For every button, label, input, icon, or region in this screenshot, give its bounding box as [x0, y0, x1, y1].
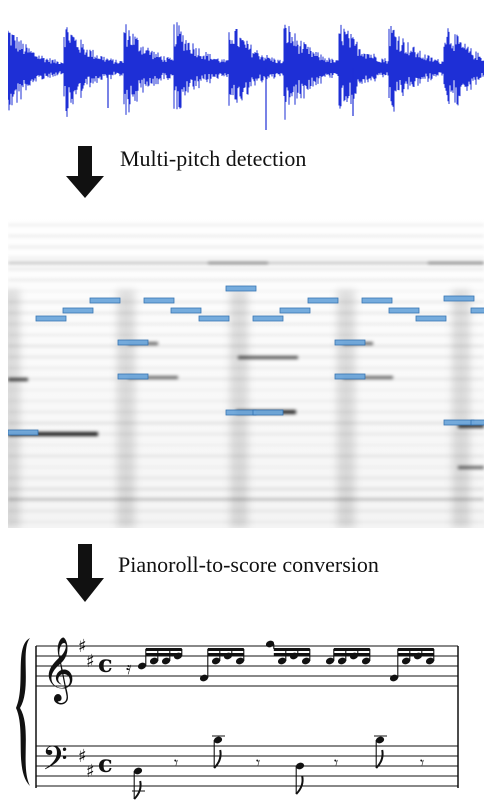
- note-box: [225, 409, 257, 416]
- note-box: [388, 307, 420, 314]
- note-box: [361, 297, 393, 304]
- eighth-rest: 𝄾: [256, 753, 260, 772]
- note-box: [252, 409, 284, 416]
- notehead: [149, 657, 159, 665]
- detected-note-boxes: [8, 285, 484, 436]
- notehead: [375, 736, 385, 744]
- note-box: [443, 295, 475, 302]
- waveform-trace: [8, 22, 484, 130]
- treble-staff: [36, 645, 458, 687]
- down-arrow-icon: [66, 146, 104, 198]
- note-box: [415, 315, 447, 322]
- note-box: [307, 297, 339, 304]
- bass-clef: 𝄢: [42, 740, 68, 786]
- treble-sharp-c: ♯: [86, 651, 95, 672]
- sixteenth-rest: 𝄿: [126, 658, 132, 679]
- pianoroll-to-score-label: Pianoroll-to-score conversion: [118, 552, 379, 577]
- treble-sharp-f: ♯: [78, 636, 87, 657]
- multi-pitch-detection-label: Multi-pitch detection: [120, 146, 307, 171]
- notehead: [325, 657, 335, 665]
- note-box: [117, 373, 149, 380]
- notehead: [161, 657, 171, 665]
- note-box: [89, 297, 121, 304]
- notehead: [199, 674, 209, 682]
- notehead: [301, 657, 311, 665]
- eighth-rest: 𝄾: [420, 753, 424, 772]
- note-box: [225, 285, 257, 292]
- notehead: [213, 736, 223, 744]
- notehead: [265, 640, 275, 648]
- note-box: [470, 419, 484, 426]
- notehead: [133, 767, 143, 775]
- notehead: [401, 657, 411, 665]
- notehead: [389, 674, 399, 682]
- bass-sharp-c: ♯: [86, 761, 95, 782]
- bass-sharp-f: ♯: [78, 746, 87, 767]
- notehead: [361, 657, 371, 665]
- notehead: [277, 657, 287, 665]
- note-box: [170, 307, 202, 314]
- treble-notes: 𝄿: [126, 640, 435, 682]
- down-arrow-icon: [66, 544, 104, 602]
- eighth-rest: 𝄾: [174, 753, 178, 772]
- music-score: 𝄞 𝄢 ♯ ♯ ♯ ♯ c c 𝄿 𝄾 𝄾 𝄾 𝄾: [16, 636, 459, 800]
- note-box: [279, 307, 311, 314]
- note-box: [252, 315, 284, 322]
- note-box: [334, 373, 366, 380]
- pianoroll-spectrogram: [8, 210, 484, 528]
- notehead: [211, 657, 221, 665]
- note-box: [117, 339, 149, 346]
- bass-time-signature: c: [98, 749, 113, 778]
- notehead: [295, 762, 305, 770]
- note-box: [62, 307, 94, 314]
- notehead: [137, 662, 147, 670]
- note-box: [35, 315, 67, 322]
- audio-waveform: [8, 22, 484, 130]
- note-box: [470, 307, 484, 314]
- notehead: [235, 657, 245, 665]
- bass-notes: 𝄾 𝄾 𝄾 𝄾: [132, 735, 424, 800]
- note-box: [8, 429, 39, 436]
- note-box: [143, 297, 175, 304]
- eighth-rest: 𝄾: [334, 753, 338, 772]
- notehead: [425, 657, 435, 665]
- treble-clef: 𝄞: [42, 637, 75, 704]
- note-box: [443, 419, 475, 426]
- note-box: [198, 315, 230, 322]
- notehead: [337, 657, 347, 665]
- note-box: [334, 339, 366, 346]
- treble-time-signature: c: [98, 649, 113, 678]
- grand-staff-brace: [16, 638, 30, 786]
- bass-staff: [36, 745, 458, 787]
